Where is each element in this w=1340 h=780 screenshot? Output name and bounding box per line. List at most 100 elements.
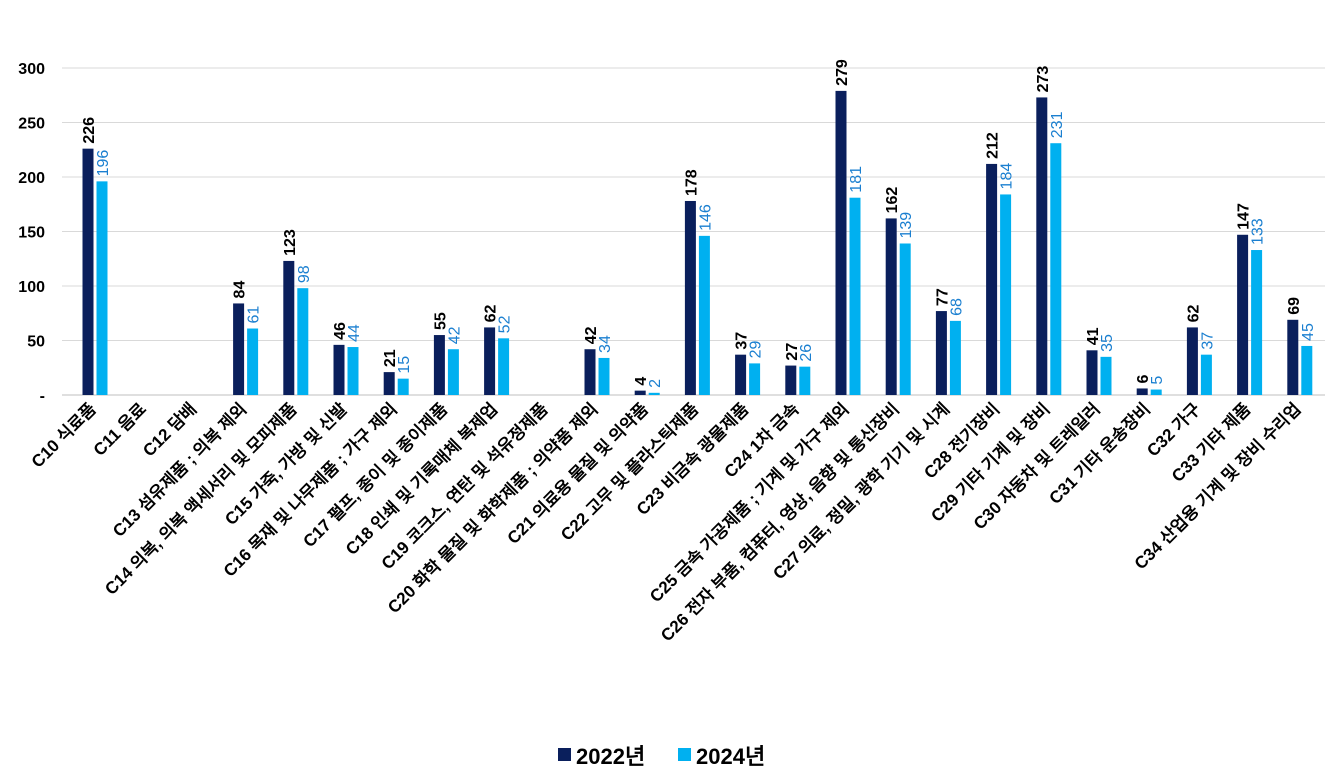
data-label: 279	[834, 59, 851, 86]
data-label: 133	[1250, 218, 1267, 245]
bar-2024	[247, 328, 259, 395]
data-label: 15	[396, 356, 413, 374]
legend-label: 2024년	[696, 744, 765, 769]
data-label: 196	[95, 150, 112, 177]
bar-2024	[1000, 194, 1012, 395]
bar-2022	[333, 344, 345, 395]
data-label: 42	[446, 326, 463, 344]
data-label: 6	[1135, 374, 1152, 383]
data-label: 77	[934, 288, 951, 306]
bar-2024	[447, 349, 459, 395]
data-label: 41	[1085, 327, 1102, 345]
y-tick-label: -	[40, 388, 45, 405]
bar-2022	[1086, 350, 1098, 395]
category-label: C10 식료품	[28, 399, 100, 471]
bar-2022	[433, 335, 445, 395]
data-label: 61	[246, 306, 263, 324]
bar-2024	[1301, 345, 1313, 395]
data-label: 29	[748, 340, 765, 358]
y-axis-ticks: - 50 100 150 200 250 300	[18, 61, 45, 405]
data-label: 34	[597, 335, 614, 353]
data-label: 35	[1099, 334, 1116, 352]
data-label: 123	[282, 229, 299, 256]
bar-2024	[949, 320, 961, 395]
y-tick-label: 250	[18, 116, 45, 133]
bar-2024	[648, 392, 660, 395]
bar-2022	[785, 365, 797, 395]
data-label: 46	[332, 322, 349, 340]
category-label: C27 의료, 정밀, 광학 기기 및 시계	[769, 399, 954, 584]
bar-2024	[297, 288, 309, 395]
legend-swatch-2022	[558, 748, 571, 761]
data-label: 212	[985, 132, 1002, 159]
data-label: 27	[784, 343, 801, 361]
bar-2022	[1136, 388, 1148, 395]
bar-2024	[1150, 389, 1162, 395]
bar-2024	[899, 243, 911, 395]
data-label: 5	[1149, 376, 1166, 385]
data-label: 84	[232, 281, 249, 299]
data-label: 273	[1035, 66, 1052, 93]
data-label: 37	[734, 332, 751, 350]
bar-2024	[96, 181, 108, 395]
bar-2022	[1186, 327, 1198, 395]
bar-2022	[383, 372, 395, 395]
y-tick-label: 100	[18, 279, 45, 296]
data-label: 98	[296, 265, 313, 283]
bar-2022	[233, 303, 245, 395]
data-label: 42	[583, 326, 600, 344]
data-label: 69	[1286, 297, 1303, 315]
bar-2024	[598, 357, 610, 395]
y-tick-label: 50	[27, 334, 45, 351]
bar-2022	[1036, 97, 1048, 396]
data-label: 52	[497, 315, 514, 333]
data-labels: 2261968461123984644211555426252423442178…	[81, 59, 1317, 388]
y-tick-label: 150	[18, 225, 45, 242]
data-label: 62	[1185, 305, 1202, 323]
legend: 2022년 2024년	[558, 744, 765, 769]
legend-label: 2022년	[576, 744, 645, 769]
bar-2022	[684, 200, 696, 395]
bar-2024	[498, 338, 510, 395]
data-label: 231	[1049, 111, 1066, 138]
bar-2022	[885, 218, 897, 395]
data-label: 139	[898, 212, 915, 239]
data-label: 226	[81, 117, 98, 144]
data-label: 178	[683, 169, 700, 196]
data-label: 4	[633, 377, 650, 386]
data-label: 44	[346, 324, 363, 342]
data-label: 162	[884, 187, 901, 214]
data-label: 147	[1236, 203, 1253, 230]
bar-2022	[835, 90, 847, 395]
data-label: 2	[647, 379, 664, 388]
legend-swatch-2024	[678, 748, 691, 761]
data-label: 45	[1300, 323, 1317, 341]
bar-2024	[1050, 143, 1062, 395]
data-label: 55	[432, 312, 449, 330]
y-tick-label: 300	[18, 61, 45, 78]
bar-2022	[735, 354, 747, 395]
data-label: 26	[798, 344, 815, 362]
data-label: 62	[483, 305, 500, 323]
bar-2022	[935, 311, 947, 395]
y-tick-label: 200	[18, 170, 45, 187]
bar-2024	[1200, 354, 1212, 395]
bar-2022	[283, 260, 295, 395]
bar-2022	[1287, 319, 1299, 395]
bar-2024	[799, 366, 811, 395]
data-label: 37	[1199, 332, 1216, 350]
bar-2024	[1100, 356, 1112, 395]
bar-2022	[82, 148, 94, 395]
bar-2024	[849, 197, 861, 395]
bar-2022	[484, 327, 496, 395]
data-label: 21	[382, 349, 399, 367]
data-label: 68	[948, 298, 965, 316]
bar-2024	[347, 347, 359, 395]
bar-2022	[986, 163, 998, 395]
bars	[82, 90, 1313, 396]
bar-2022	[634, 390, 646, 395]
data-label: 184	[999, 163, 1016, 190]
bar-2024	[698, 235, 710, 395]
